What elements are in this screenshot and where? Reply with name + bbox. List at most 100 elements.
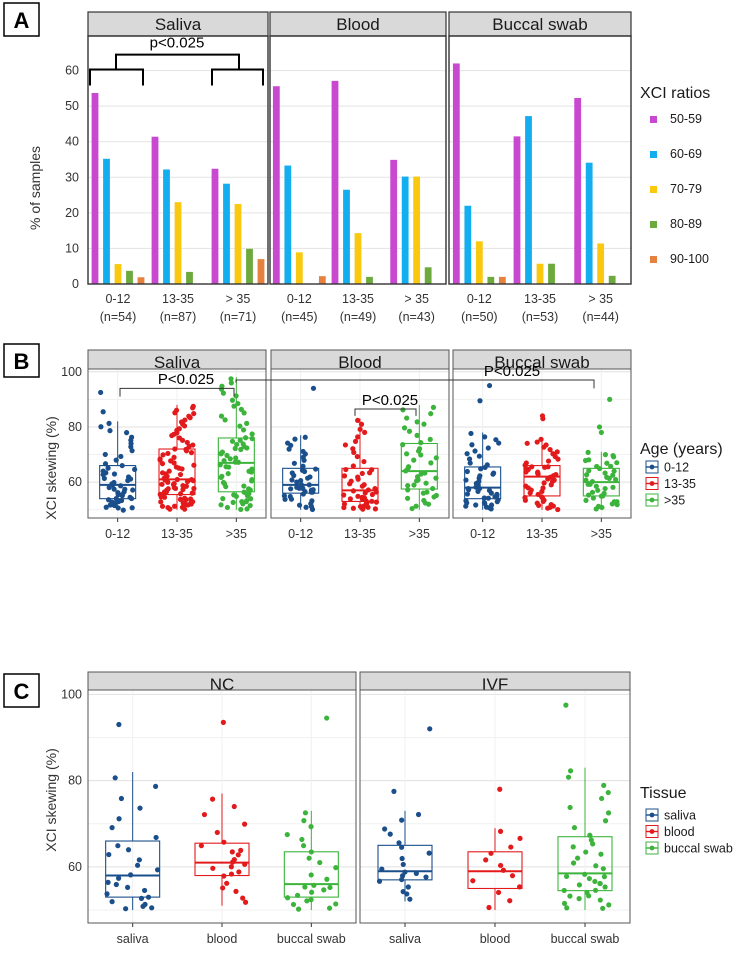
panel-a-bar [536, 263, 544, 284]
data-point [210, 865, 216, 871]
data-point [387, 831, 393, 837]
data-point [610, 472, 616, 478]
legend-label: 13-35 [664, 477, 696, 491]
panel-a-strip [269, 11, 447, 37]
data-point [595, 503, 602, 509]
panel-a-strip-title: Blood [336, 15, 379, 34]
data-point [249, 431, 255, 437]
data-point [229, 397, 236, 403]
data-point [333, 901, 339, 907]
data-point [220, 719, 226, 725]
box [557, 836, 613, 892]
data-point [228, 380, 234, 386]
data-point [590, 495, 597, 501]
facet-frame [270, 368, 450, 519]
data-point [165, 450, 171, 457]
data-point [294, 484, 300, 490]
data-point [509, 873, 516, 879]
data-point [362, 429, 368, 435]
panel-a-legend-label: 60-69 [670, 147, 702, 161]
data-point [104, 891, 110, 897]
data-point [418, 452, 424, 458]
data-point [517, 835, 523, 841]
data-point [486, 382, 493, 389]
data-point [535, 469, 541, 475]
data-point [153, 834, 159, 841]
data-point [464, 491, 471, 497]
panel-a-bar [103, 158, 110, 284]
legend-key-dot [649, 481, 655, 486]
panel-a-bar [413, 176, 421, 284]
data-point [495, 889, 502, 896]
panel-b: B XCI skewing (%) 60 80 100 Saliva 0-12 13-35… [3, 343, 723, 541]
panel-c: C XCI skewing (%) 60 80 100 NC saliva blood bu… [3, 671, 733, 946]
data-point [165, 486, 171, 492]
panel-a-legend-label: 50-59 [670, 112, 702, 126]
data-point [472, 448, 478, 454]
data-point [306, 482, 312, 488]
data-point [287, 493, 293, 500]
data-point [355, 434, 361, 440]
data-point [341, 501, 348, 507]
panel-a-legend-label: 70-79 [670, 182, 702, 196]
data-point [522, 495, 528, 501]
panel-a-bracket-left [89, 68, 144, 86]
data-point [430, 485, 436, 492]
legend-key-dot [649, 812, 655, 818]
data-point [555, 506, 561, 513]
data-point [605, 810, 612, 816]
data-point [183, 483, 189, 489]
data-point [493, 437, 499, 443]
panel-a-x-tick-n: (n=44) [582, 310, 618, 324]
data-point [567, 804, 573, 811]
data-point [409, 505, 415, 512]
data-point [523, 483, 529, 489]
x-tick-label: buccal swab [277, 932, 346, 946]
panel-b-legend-title: Age (years) [640, 441, 723, 458]
data-point [402, 869, 408, 875]
data-point [610, 453, 616, 459]
panel-a-y-tick: 30 [65, 170, 79, 184]
data-point [123, 430, 130, 436]
panel-a-facet-saliva: Saliva 0-12 (n=54) 13-35 (n=87) > 35 (n=71) [87, 11, 269, 324]
data-point [247, 502, 253, 509]
data-point [382, 826, 388, 832]
data-point [235, 459, 241, 465]
data-point [405, 482, 411, 489]
panel-a-x-tick: 0-12 [287, 292, 312, 306]
data-point [113, 495, 119, 502]
panel-a-x-tick-n: (n=45) [281, 310, 317, 324]
data-point [593, 863, 599, 869]
data-point [463, 477, 469, 483]
data-point [341, 492, 347, 498]
panel-c-label-box [3, 673, 40, 708]
data-point [294, 479, 300, 485]
panel-a-bracket-top [115, 53, 240, 70]
panel-b-pvalue-1: P<0.025 [158, 371, 214, 388]
panel-a-bar [284, 165, 292, 284]
data-point [125, 884, 131, 891]
data-point [543, 442, 549, 448]
panel-a-bar [366, 276, 373, 284]
data-point [411, 457, 417, 463]
data-point [582, 871, 588, 877]
data-point [218, 413, 225, 419]
data-point [326, 905, 333, 911]
x-tick-label: >35 [226, 527, 247, 541]
data-point [191, 462, 197, 468]
data-point [189, 490, 195, 496]
data-point [219, 449, 226, 455]
data-point [165, 504, 171, 511]
data-point [350, 463, 356, 469]
facet-frame [87, 689, 357, 924]
data-point [308, 824, 314, 830]
data-point [588, 837, 594, 843]
data-point [190, 442, 196, 448]
data-point [118, 795, 125, 802]
data-point [417, 446, 423, 452]
data-point [308, 849, 314, 855]
data-point [600, 866, 606, 872]
data-point [423, 874, 429, 880]
panel-a-pvalue: p<0.025 [150, 34, 205, 51]
data-point [563, 873, 570, 880]
